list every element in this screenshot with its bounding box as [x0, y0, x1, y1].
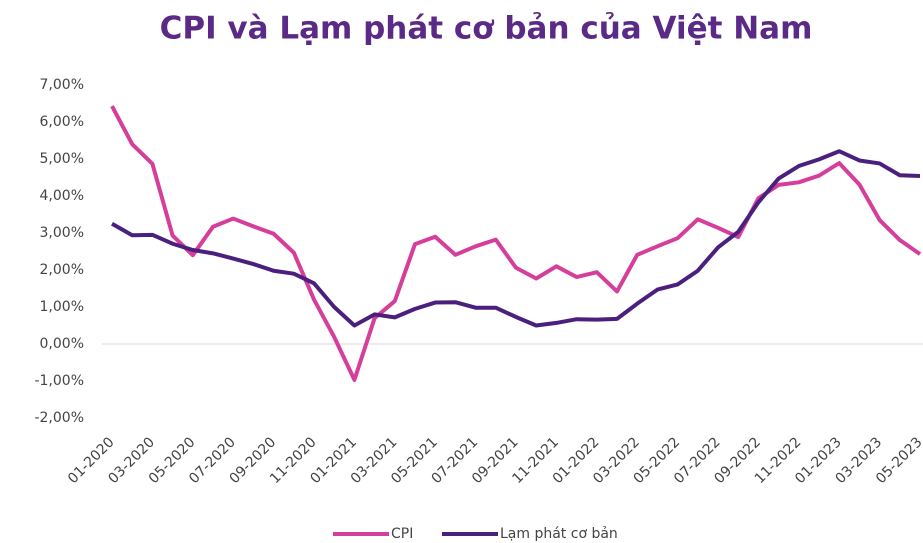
- series-line: [111, 149, 921, 328]
- y-tick-label: 6,00%: [40, 114, 84, 130]
- y-tick-label: 1,00%: [40, 299, 84, 315]
- chart-title: CPI và Lạm phát cơ bản của Việt Nam: [160, 11, 813, 47]
- legend-label: Lạm phát cơ bản: [500, 526, 618, 542]
- y-tick-label: 0,00%: [40, 336, 84, 352]
- legend-label: CPI: [391, 526, 413, 542]
- y-tick-label: 2,00%: [40, 262, 84, 278]
- y-tick-label: -2,00%: [34, 410, 84, 426]
- y-tick-label: 3,00%: [40, 225, 84, 241]
- y-tick-label: 5,00%: [40, 151, 84, 167]
- series-line: [110, 105, 922, 382]
- y-tick-label: 4,00%: [40, 188, 84, 204]
- y-tick-label: 7,00%: [40, 77, 84, 93]
- y-tick-label: -1,00%: [34, 373, 84, 389]
